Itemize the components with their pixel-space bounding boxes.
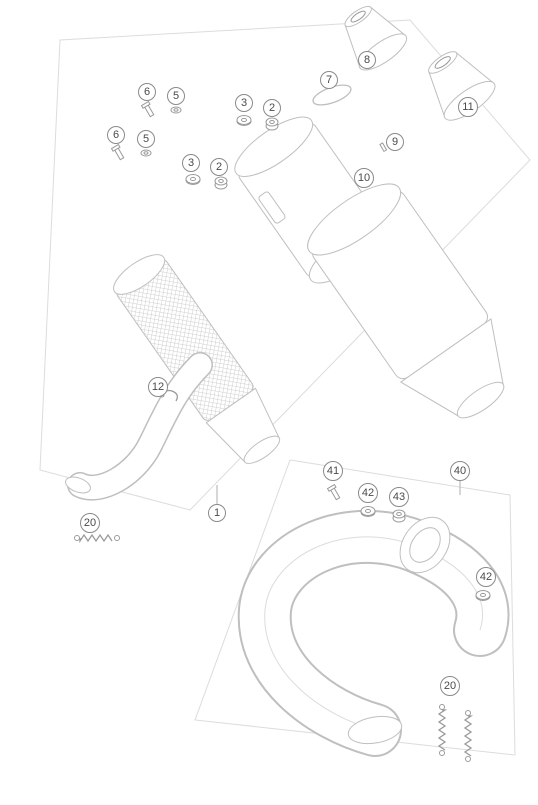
inlet-pipe bbox=[63, 365, 200, 496]
silencer-body bbox=[298, 172, 532, 440]
callout-8: 8 bbox=[358, 51, 376, 69]
callout-3: 3 bbox=[235, 94, 253, 112]
callout-42: 42 bbox=[358, 483, 378, 503]
screw-6b bbox=[112, 145, 124, 160]
callout-43: 43 bbox=[389, 487, 409, 507]
bush-2b bbox=[215, 177, 227, 189]
washer-5a bbox=[171, 107, 181, 113]
callout-6: 6 bbox=[138, 83, 156, 101]
callout-9: 9 bbox=[386, 133, 404, 151]
callout-40: 40 bbox=[450, 461, 470, 481]
callout-6: 6 bbox=[107, 126, 125, 144]
callout-20: 20 bbox=[440, 676, 460, 696]
spring-b1 bbox=[439, 705, 445, 756]
diagram-stage: 65327811653291012120414042434220 bbox=[0, 0, 538, 805]
callout-2: 2 bbox=[263, 99, 281, 117]
callout-41: 41 bbox=[323, 461, 343, 481]
grommet-3a bbox=[237, 116, 251, 126]
callout-1: 1 bbox=[208, 504, 226, 522]
callout-12: 12 bbox=[148, 377, 168, 397]
callout-2: 2 bbox=[210, 158, 228, 176]
screw-6a bbox=[142, 102, 154, 117]
callout-3: 3 bbox=[182, 154, 200, 172]
screw-41 bbox=[328, 485, 340, 500]
leader-lines bbox=[217, 481, 460, 504]
bush-2a bbox=[266, 118, 278, 130]
grommet-42a bbox=[361, 507, 375, 517]
header-pipe bbox=[265, 508, 483, 748]
callout-5: 5 bbox=[137, 130, 155, 148]
callout-20: 20 bbox=[80, 513, 100, 533]
end-cap-lower bbox=[415, 40, 501, 127]
washer-5b bbox=[141, 150, 151, 156]
grommet-3b bbox=[186, 175, 200, 185]
grommet-42b bbox=[476, 591, 490, 601]
callout-11: 11 bbox=[458, 97, 478, 117]
bush-43 bbox=[393, 510, 405, 522]
callout-7: 7 bbox=[320, 71, 338, 89]
callout-10: 10 bbox=[354, 168, 374, 188]
spring-a bbox=[75, 535, 120, 541]
callout-5: 5 bbox=[167, 87, 185, 105]
spring-b2 bbox=[465, 711, 471, 762]
callout-42: 42 bbox=[476, 567, 496, 587]
